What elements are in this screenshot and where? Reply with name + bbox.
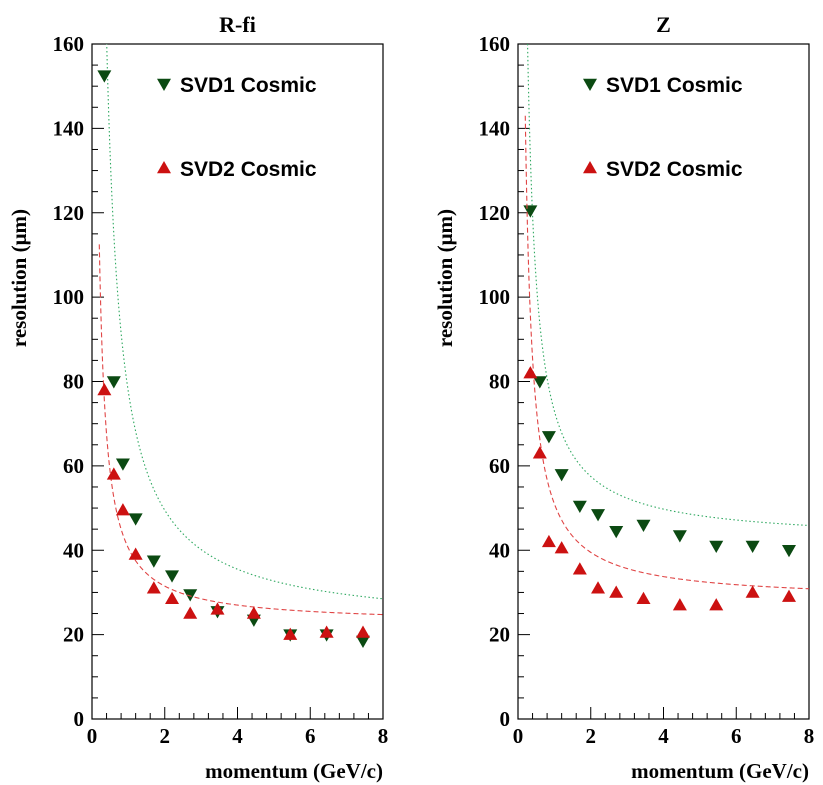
data-point-svd1	[355, 635, 370, 648]
y-axis-title: resolution (μm)	[433, 209, 457, 347]
data-point-svd1	[97, 70, 112, 83]
y-tick-label: 100	[53, 285, 85, 309]
y-tick-label: 80	[63, 370, 84, 394]
data-point-svd2	[672, 598, 687, 611]
x-axis-title: momentum (GeV/c)	[631, 759, 809, 783]
x-tick-label: 6	[305, 724, 316, 748]
panel-title: R-fi	[219, 12, 256, 37]
data-point-svd1	[709, 540, 724, 554]
legend-label-svd2: SVD2 Cosmic	[180, 158, 317, 181]
legend-marker-svd1	[157, 78, 171, 91]
data-point-svd2	[210, 602, 225, 615]
x-tick-label: 8	[804, 724, 815, 748]
data-point-svd1	[532, 376, 547, 389]
data-point-svd1	[523, 205, 538, 218]
x-tick-label: 4	[658, 724, 669, 748]
data-point-svd2	[554, 541, 569, 554]
data-point-svd2	[541, 534, 556, 548]
y-tick-label: 160	[53, 32, 85, 56]
data-point-svd1	[165, 570, 180, 583]
y-tick-label: 40	[63, 538, 84, 562]
data-point-svd2	[609, 585, 624, 598]
data-point-svd1	[106, 376, 121, 389]
legend-marker-svd2	[157, 161, 171, 174]
y-tick-label: 140	[479, 116, 511, 140]
legend-label-svd1: SVD1 Cosmic	[180, 74, 317, 97]
data-point-svd2	[532, 446, 547, 459]
x-tick-label: 6	[731, 724, 742, 748]
y-tick-label: 80	[489, 370, 510, 394]
y-tick-label: 40	[489, 538, 510, 562]
data-point-svd2	[709, 598, 724, 611]
x-tick-label: 4	[232, 724, 243, 748]
data-point-svd2	[781, 589, 796, 602]
legend-label-svd2: SVD2 Cosmic	[606, 158, 743, 181]
data-point-svd2	[183, 606, 198, 619]
y-tick-label: 20	[489, 623, 510, 647]
panel-title: Z	[656, 12, 671, 37]
plot-frame	[517, 43, 810, 720]
fit-curve-svd1	[527, 44, 809, 527]
y-tick-label: 100	[479, 285, 511, 309]
data-point-svd2	[146, 581, 161, 594]
data-point-svd2	[572, 562, 587, 575]
fit-curve-svd2	[524, 115, 809, 590]
x-tick-label: 2	[586, 724, 597, 748]
x-tick-label: 8	[378, 724, 389, 748]
data-point-svd2	[106, 467, 121, 480]
x-axis-title: momentum (GeV/c)	[205, 759, 383, 783]
y-tick-label: 120	[479, 201, 511, 225]
y-tick-label: 140	[53, 116, 85, 140]
data-point-svd2	[636, 591, 651, 605]
data-point-svd2	[97, 382, 112, 396]
y-tick-label: 160	[479, 32, 511, 56]
data-point-svd1	[146, 555, 161, 568]
data-point-svd1	[572, 500, 587, 513]
y-tick-label: 60	[489, 454, 510, 478]
data-point-svd1	[609, 526, 624, 539]
data-point-svd1	[128, 513, 143, 526]
data-point-svd2	[165, 591, 180, 605]
data-point-svd2	[319, 625, 334, 638]
data-point-svd1	[115, 458, 130, 471]
data-point-svd1	[636, 519, 651, 532]
fit-curve-svd2	[98, 244, 383, 616]
x-tick-label: 0	[87, 724, 98, 748]
data-point-svd2	[115, 503, 130, 516]
y-tick-label: 0	[500, 707, 511, 731]
y-axis-title: resolution (μm)	[7, 209, 31, 347]
data-point-svd1	[591, 509, 606, 522]
plot-frame	[91, 43, 384, 720]
legend-marker-svd2	[583, 161, 597, 174]
y-tick-label: 60	[63, 454, 84, 478]
data-point-svd1	[745, 540, 760, 554]
data-point-svd1	[541, 431, 556, 444]
data-point-svd2	[523, 366, 538, 379]
data-point-svd2	[745, 585, 760, 598]
data-point-svd2	[246, 606, 261, 619]
x-tick-label: 0	[513, 724, 524, 748]
data-point-svd2	[355, 625, 370, 638]
data-point-svd2	[591, 581, 606, 594]
data-point-svd1	[554, 469, 569, 482]
data-point-svd2	[128, 547, 143, 560]
legend-label-svd1: SVD1 Cosmic	[606, 74, 743, 97]
data-point-svd1	[781, 545, 796, 558]
x-tick-label: 2	[160, 724, 171, 748]
data-point-svd1	[672, 530, 687, 543]
y-tick-label: 120	[53, 201, 85, 225]
data-point-svd2	[283, 627, 298, 640]
y-tick-label: 0	[74, 707, 85, 731]
y-tick-label: 20	[63, 623, 84, 647]
legend-marker-svd1	[583, 78, 597, 91]
